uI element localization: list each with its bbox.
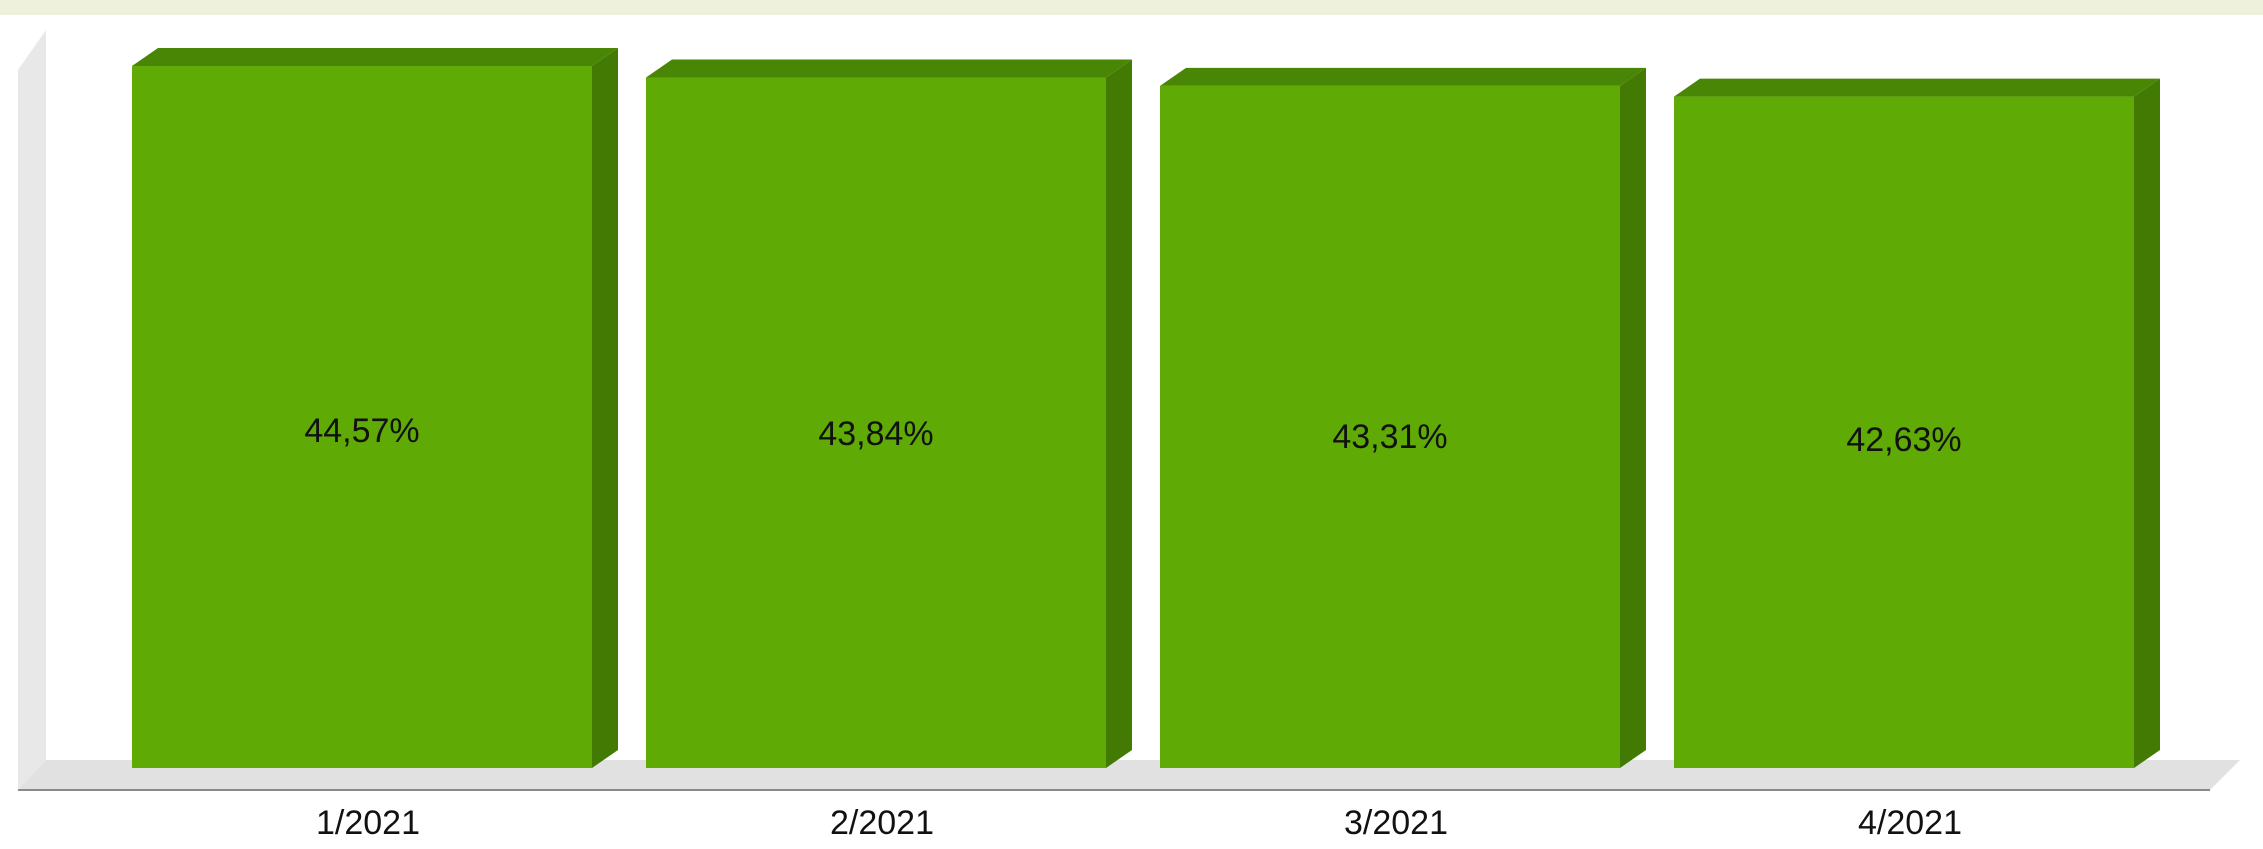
bar-side-face (2134, 78, 2160, 768)
bar-top-face (132, 48, 618, 67)
labels-layer: 44,57% 43,84% 43,31% 42,63% (304, 412, 1961, 459)
bar-3 (1160, 67, 1646, 769)
x-tick-label: 2/2021 (830, 804, 934, 842)
bar-side-face (592, 48, 618, 768)
chart-wall (18, 30, 46, 790)
bar-front-face (646, 77, 1106, 768)
x-tick-label: 4/2021 (1858, 804, 1962, 842)
bar-value-label: 43,31% (1332, 418, 1447, 456)
x-axis-tick-labels: 1/2021 2/2021 3/2021 4/2021 (316, 804, 1962, 842)
bar-1 (132, 48, 618, 768)
bar-2 (646, 59, 1132, 768)
bar-4 (1674, 78, 2160, 768)
bar-value-label: 42,63% (1846, 421, 1961, 459)
bar-front-face (132, 66, 592, 768)
bar-top-face (1674, 78, 2160, 97)
bar-value-label: 43,84% (818, 415, 933, 453)
bar-value-label: 44,57% (304, 412, 419, 450)
bar-side-face (1106, 59, 1132, 768)
bar-top-face (646, 59, 1132, 78)
bar-front-face (1674, 96, 2134, 768)
x-tick-label: 3/2021 (1344, 804, 1448, 842)
bar-side-face (1620, 67, 1646, 769)
x-tick-label: 1/2021 (316, 804, 420, 842)
header-band (0, 0, 2263, 14)
bars-layer (132, 48, 2160, 769)
bar-front-face (1160, 85, 1620, 769)
bar-top-face (1160, 67, 1646, 86)
